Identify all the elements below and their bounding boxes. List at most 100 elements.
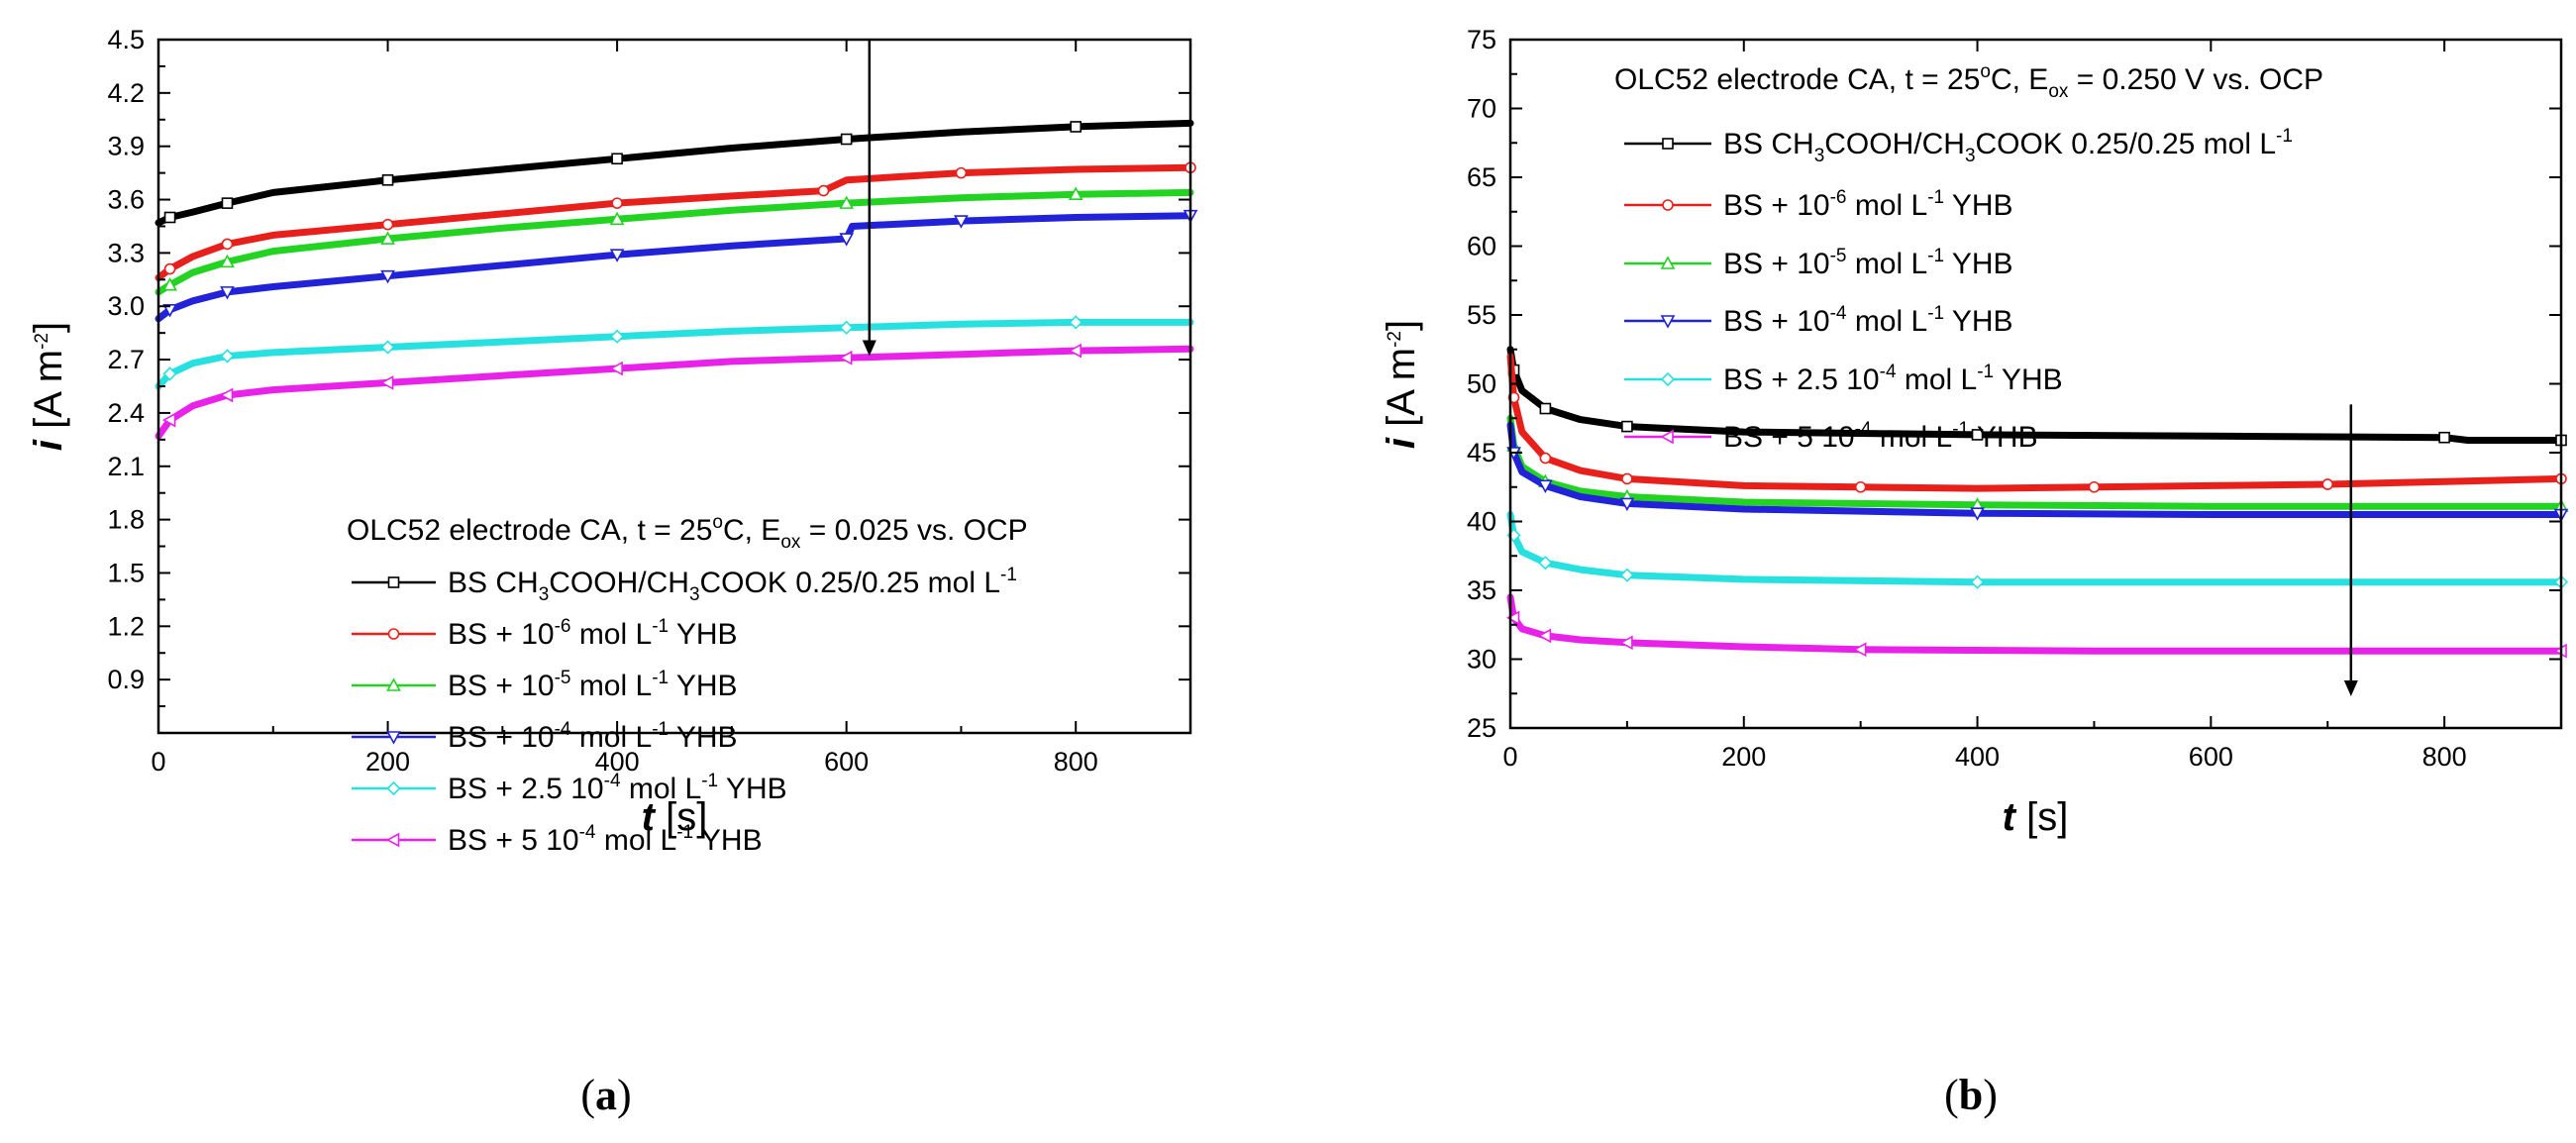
- legend-marker-a-2: [386, 677, 401, 691]
- data-point-a-4-11: [1069, 315, 1083, 330]
- data-point-a-4-1: [162, 366, 177, 381]
- data-point-b-3-3: [1538, 479, 1553, 494]
- y-tick-label-b-8: 65: [1467, 162, 1496, 192]
- y-tick-label-a-5: 2.4: [107, 398, 145, 428]
- legend-marker-b-2: [1660, 256, 1676, 269]
- series-group-a: [155, 119, 1198, 440]
- data-point-a-5-1: [161, 412, 176, 428]
- data-point-b-0-7: [1971, 429, 1984, 441]
- y-tick-label-a-11: 4.2: [107, 78, 145, 108]
- data-point-a-3-7: [609, 249, 625, 262]
- data-point-a-2-3: [220, 254, 235, 268]
- legend-marker-b-5: [1660, 429, 1674, 445]
- trend-arrowhead-b: [2343, 680, 2358, 697]
- data-point-b-5-3: [1537, 628, 1552, 644]
- data-point-b-3-7: [1970, 507, 1985, 521]
- y-tick-label-a-10: 3.9: [107, 132, 145, 161]
- data-point-a-1-1: [163, 262, 176, 275]
- data-point-a-0-1: [163, 211, 176, 224]
- data-point-a-4-9: [839, 320, 854, 335]
- data-point-b-1-7: [1854, 480, 1867, 493]
- data-point-b-1-3: [1539, 452, 1552, 465]
- legend-label-b-1: BS + 10-6 mol L-1 YHB: [1723, 187, 2013, 222]
- y-axis-label-a: i [A m-2]: [27, 322, 70, 451]
- trend-arrowhead-a: [862, 340, 876, 357]
- data-point-a-1-5: [381, 218, 394, 231]
- legend-label-a-3: BS + 10-4 mol L-1 YHB: [448, 719, 738, 754]
- y-tick-label-a-4: 2.1: [107, 452, 145, 481]
- data-point-a-0-3: [221, 197, 234, 209]
- data-point-a-2-7: [609, 211, 625, 226]
- y-axis-label-b: i [A m-2]: [1380, 320, 1423, 449]
- series-line-a-1: [155, 163, 1194, 281]
- legend-marker-a-0: [387, 576, 400, 588]
- series-line-b-3: [1506, 421, 2565, 518]
- y-tick-label-a-7: 3.0: [107, 291, 145, 321]
- data-point-a-1-7: [611, 197, 623, 209]
- legend-marker-a-1: [387, 628, 400, 640]
- legend-marker-a-3: [386, 731, 401, 745]
- data-point-a-4-5: [380, 340, 395, 355]
- legend-marker-a-4: [386, 780, 401, 796]
- data-point-b-0-5: [1621, 420, 1633, 433]
- data-point-a-3-11: [954, 215, 969, 229]
- legend-marker-b-3: [1660, 315, 1676, 329]
- y-tick-label-a-9: 3.6: [107, 185, 145, 215]
- series-line-a-2: [155, 188, 1194, 296]
- legend-marker-b-0: [1662, 138, 1674, 150]
- data-point-a-5-3: [219, 387, 234, 403]
- chart-panel-b: 0 200 400 600 800 25 30 35 40 45 50 55 60 65 70 75 i [A…: [1380, 25, 2569, 1119]
- x-tick-label-b-0: 0: [1502, 742, 1517, 772]
- x-tick-label-b-3: 600: [2189, 742, 2233, 772]
- x-tick-label-a-2: 400: [595, 747, 640, 777]
- legend-marker-a-5: [385, 832, 400, 848]
- y-tick-label-b-3: 40: [1467, 507, 1496, 537]
- data-point-a-3-5: [380, 269, 395, 284]
- data-point-a-2-5: [380, 231, 395, 245]
- data-point-a-0-9: [840, 133, 853, 146]
- y-tick-label-b-5: 50: [1467, 369, 1496, 399]
- data-point-a-5-5: [379, 375, 394, 390]
- data-point-b-4-5: [1619, 568, 1635, 582]
- legend-label-a-1: BS + 10-6 mol L-1 YHB: [448, 616, 738, 651]
- y-tick-label-b-1: 30: [1467, 645, 1496, 675]
- y-tick-label-b-10: 75: [1467, 25, 1496, 54]
- data-point-b-1-9: [2088, 480, 2101, 493]
- y-tick-label-a-2: 1.5: [107, 558, 145, 587]
- x-tick-label-a-0: 0: [151, 747, 165, 777]
- legend-title-b: OLC52 electrode CA, t = 25oC, Eox = 0.25…: [1614, 61, 2323, 102]
- legend-label-b-4: BS + 2.5 10-4 mol L-1 YHB: [1723, 362, 2063, 396]
- x-tick-label-b-2: 400: [1955, 742, 2000, 772]
- x-tick-label-b-4: 800: [2422, 742, 2467, 772]
- x-tick-label-a-3: 600: [824, 747, 869, 777]
- chart-panel-a: 0 200 400 600 800 0.9 1.2 1.5 1.8 2.1 2.4 2.7 3.0 3.3…: [27, 25, 1198, 1119]
- x-tick-label-a-4: 800: [1054, 747, 1098, 777]
- data-point-b-4-3: [1538, 556, 1553, 571]
- legend-label-a-5: BS + 5 10-4 mol L-1 YHB: [448, 822, 763, 857]
- legend-label-a-2: BS + 10-5 mol L-1 YHB: [448, 668, 738, 702]
- legend-label-b-0: BS CH3COOH/CH3COOK 0.25/0.25 mol L-1: [1723, 126, 2293, 166]
- series-line-b-5: [1506, 593, 2565, 655]
- data-point-b-5-1: [1505, 610, 1520, 626]
- legend-label-a-4: BS + 2.5 10-4 mol L-1 YHB: [448, 771, 787, 805]
- y-tick-label-b-2: 35: [1467, 575, 1496, 605]
- legend-marker-b-1: [1662, 199, 1674, 211]
- legend-a: BS CH3COOH/CH3COOK 0.25/0.25 mol L-1 BS …: [448, 565, 1017, 857]
- data-point-a-0-5: [381, 173, 394, 186]
- y-tick-label-a-3: 1.8: [107, 505, 145, 535]
- data-point-a-3-9: [839, 233, 855, 247]
- data-point-b-0-3: [1539, 402, 1552, 415]
- panel-caption-a: (a): [580, 1071, 631, 1119]
- y-tick-label-a-12: 4.5: [107, 25, 145, 54]
- legend-b: BS CH3COOH/CH3COOK 0.25/0.25 mol L-1 BS …: [1723, 126, 2293, 454]
- data-point-b-1-11: [2321, 478, 2334, 490]
- y-tick-label-b-6: 55: [1467, 300, 1496, 330]
- legend-marker-b-4: [1660, 371, 1676, 387]
- y-tick-label-a-8: 3.3: [107, 238, 145, 267]
- data-point-a-5-9: [838, 350, 853, 365]
- legend-title-a: OLC52 electrode CA, t = 25oC, Eox = 0.02…: [347, 512, 1028, 553]
- data-point-a-5-7: [609, 361, 623, 376]
- legend-label-b-2: BS + 10-5 mol L-1 YHB: [1723, 246, 2013, 280]
- data-point-a-2-1: [162, 277, 177, 291]
